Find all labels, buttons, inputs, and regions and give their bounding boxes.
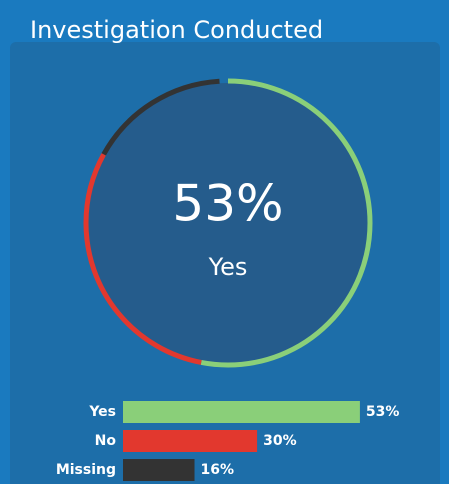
- donut-segment: [83, 78, 373, 368]
- donut-center: [88, 83, 368, 363]
- bar: [123, 459, 195, 481]
- bar-value-label: 30%: [263, 433, 297, 449]
- bar-category-label: Yes: [88, 404, 116, 420]
- bar-value-label: 53%: [366, 404, 400, 420]
- donut-ring: [83, 78, 373, 368]
- bar: [123, 430, 258, 452]
- chart-title: Investigation Conducted: [30, 16, 323, 44]
- center-label: Yes: [208, 253, 248, 281]
- bar: [123, 401, 360, 423]
- bar-category-label: Missing: [56, 462, 116, 478]
- center-value: 53%: [172, 175, 283, 233]
- bar-category-label: No: [95, 433, 117, 449]
- bar-value-label: 16%: [201, 462, 235, 478]
- bar-chart: Yes 53% No 30% Missing 16%: [56, 401, 400, 481]
- donut-segment: [83, 78, 373, 368]
